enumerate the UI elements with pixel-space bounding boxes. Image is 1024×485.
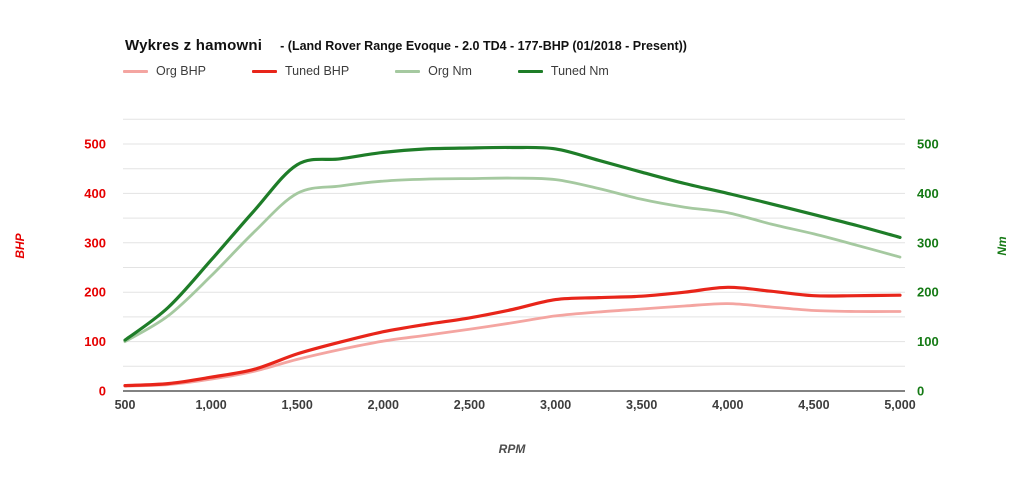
legend-item-tuned-nm: Tuned Nm <box>517 64 609 78</box>
x-axis-tick-label: 1,500 <box>282 398 313 412</box>
legend-label: Org BHP <box>156 64 207 78</box>
legend-item-tuned-bhp: Tuned BHP <box>252 64 349 78</box>
x-axis-tick-label: 2,000 <box>368 398 399 412</box>
legend-label: Org Nm <box>428 64 472 78</box>
right-axis-tick-label: 300 <box>917 235 939 250</box>
x-axis-title: RPM <box>498 442 526 456</box>
tuned-nm-line-swatch <box>517 69 543 73</box>
series-curve-tuned-nm <box>123 145 902 342</box>
left-axis-tick-label: 0 <box>99 384 106 399</box>
right-axis-tick-label: 500 <box>917 137 939 152</box>
chart-legend: Org BHP Tuned BHP Org Nm Tuned Nm <box>123 64 609 78</box>
left-axis-tick-label: 300 <box>84 235 106 250</box>
left-axis-tick-label: 100 <box>84 334 106 349</box>
legend-label: Tuned BHP <box>285 64 350 78</box>
right-axis-tick-label: 100 <box>917 334 939 349</box>
chart-subtitle: - (Land Rover Range Evoque - 2.0 TD4 - 1… <box>280 39 687 53</box>
x-axis-tick-label: 4,000 <box>712 398 743 412</box>
legend-item-org-nm: Org Nm <box>395 64 472 78</box>
x-axis-tick-label: 3,500 <box>626 398 657 412</box>
left-axis-tick-label: 500 <box>84 137 106 152</box>
series-curve-org-bhp <box>123 302 902 388</box>
x-axis-tick-label: 2,500 <box>454 398 485 412</box>
right-axis-tick-label: 0 <box>917 384 924 399</box>
series-curve-tuned-bhp <box>123 285 902 388</box>
x-axis-tick-label: 500 <box>115 398 136 412</box>
chart-title-row: Wykres z hamowni - (Land Rover Range Evo… <box>125 37 687 54</box>
right-axis-tick-label: 200 <box>917 285 939 300</box>
legend-label: Tuned Nm <box>550 64 609 78</box>
left-axis-tick-label: 200 <box>84 285 106 300</box>
left-axis-tick-label: 400 <box>84 186 106 201</box>
x-axis-tick-label: 1,000 <box>195 398 226 412</box>
tuned-bhp-line-swatch <box>252 69 278 73</box>
org-nm-line-swatch <box>395 69 421 73</box>
series-curve-org-nm <box>123 176 902 343</box>
x-axis-tick-label: 3,000 <box>540 398 571 412</box>
org-bhp-line-swatch <box>123 69 148 73</box>
x-axis-tick-label: 4,500 <box>798 398 829 412</box>
right-axis-tick-label: 400 <box>917 186 939 201</box>
chart-title: Wykres z hamowni <box>125 37 263 54</box>
legend-item-org-bhp: Org BHP <box>123 64 206 78</box>
x-axis-tick-label: 5,000 <box>884 398 915 412</box>
